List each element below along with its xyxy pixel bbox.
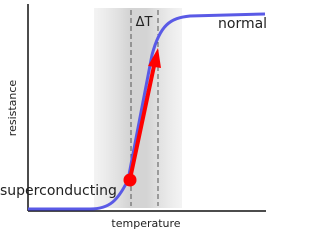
- normal-label: normal: [218, 16, 267, 32]
- y-axis-label: resistance: [6, 80, 19, 137]
- point: [123, 173, 137, 187]
- transition-band: [94, 8, 182, 208]
- diagram: ΔT normal superconducting resistance tem…: [0, 4, 267, 230]
- arrow-shaft: [128, 65, 156, 180]
- arrow-head: [148, 48, 161, 68]
- resistance-curve: [28, 12, 266, 211]
- page: ΔT normal superconducting resistance tem…: [0, 4, 268, 230]
- delta-t-label: ΔT: [136, 15, 153, 30]
- x-axis-label: temperature: [111, 217, 180, 230]
- superconducting-label: superconducting: [0, 183, 117, 199]
